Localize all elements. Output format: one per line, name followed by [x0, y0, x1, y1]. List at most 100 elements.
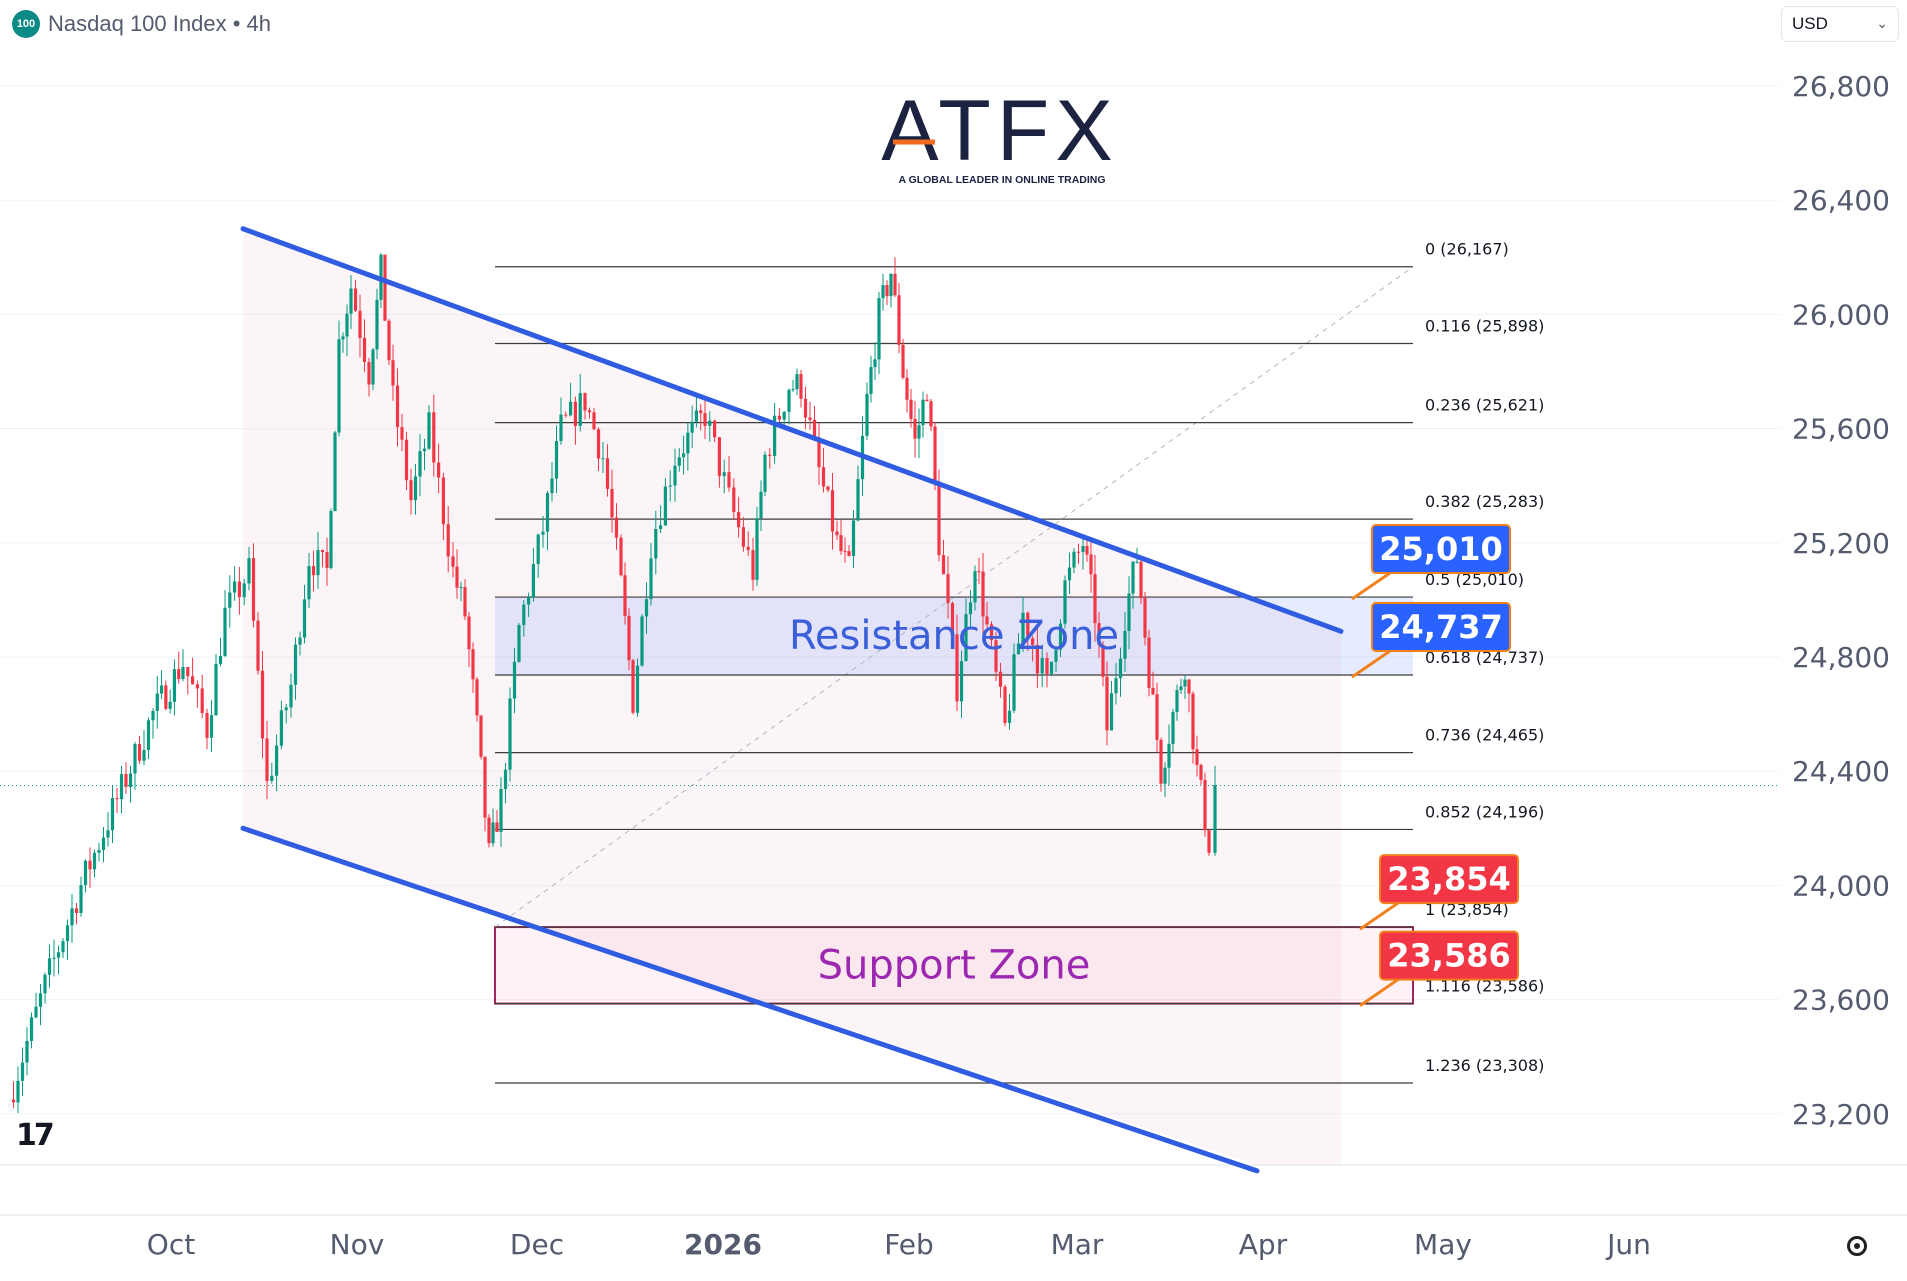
symbol-badge[interactable]: 100 [12, 10, 40, 38]
x-tick-label: Apr [1239, 1228, 1288, 1261]
candle-body [475, 679, 479, 716]
candle-body [164, 685, 168, 709]
candle-body [578, 393, 582, 426]
candle-body [583, 393, 587, 411]
candle-body [901, 344, 905, 378]
candle-body [1054, 649, 1058, 662]
x-tick-label: May [1414, 1228, 1472, 1261]
candle-body [877, 298, 881, 360]
candle-body [826, 486, 830, 491]
candle-body [937, 484, 941, 556]
candle-body [1026, 612, 1030, 639]
candle-body [795, 374, 799, 390]
candle-body [998, 671, 1003, 687]
currency-value: USD [1792, 14, 1828, 33]
candle-body [228, 592, 232, 608]
price-axis: 26,800 26,400 26,000 25,600 25,200 24,800 24,4… [1792, 70, 1890, 1131]
tradingview-logo[interactable]: 17 [16, 1118, 55, 1153]
atfx-logo: ATFX A GLOBAL LEADER IN ONLINE TRADING [881, 83, 1118, 186]
candle-body [79, 885, 83, 914]
x-tick-label: 2026 [684, 1228, 762, 1261]
candle-body [128, 773, 133, 787]
candle-body [654, 529, 658, 559]
x-tick-label: Feb [884, 1228, 934, 1261]
candle-body [437, 462, 441, 478]
candle-body [341, 336, 345, 340]
candle-body [34, 1006, 38, 1018]
x-tick-label: Nov [330, 1228, 385, 1261]
candle-body [479, 715, 483, 757]
candle-body [151, 710, 155, 721]
candle-body [106, 830, 110, 838]
candle-body [843, 551, 847, 553]
candle-body [1063, 580, 1067, 624]
candle-body [694, 410, 699, 422]
candle-body [1195, 749, 1199, 765]
candle-body [56, 952, 61, 958]
candle-body [941, 555, 946, 575]
candle-body [133, 743, 137, 774]
candle-body [1139, 561, 1143, 599]
candle-body [367, 361, 371, 385]
candle-body [307, 566, 311, 600]
settings-icon[interactable] [1847, 1236, 1867, 1256]
candle-body [233, 581, 237, 593]
price-label-pointer [1359, 978, 1399, 1007]
candle-body [337, 339, 341, 433]
candle-body [400, 427, 404, 440]
candle-body [1089, 554, 1093, 575]
candle-body [803, 398, 808, 418]
candle-body [65, 925, 70, 942]
candle-body [115, 798, 119, 800]
candle-body [732, 487, 736, 513]
atfx-logo-text: ATFX [881, 83, 1118, 179]
candle-body [649, 558, 653, 600]
candle-body [835, 531, 839, 536]
candle-body [43, 974, 47, 994]
candle-body [517, 625, 521, 662]
candle-body [1213, 785, 1217, 853]
candle-body [1016, 643, 1021, 655]
candle-body [451, 556, 455, 567]
candle-body [869, 367, 873, 394]
price-label-box [1379, 930, 1519, 981]
candle-body [531, 564, 535, 598]
y-tick-label: 23,200 [1792, 1098, 1890, 1131]
candle-body [950, 603, 955, 635]
candle-body [70, 908, 74, 926]
candle-body [777, 415, 781, 420]
candle-body [142, 749, 146, 761]
candle-body [673, 465, 677, 486]
channel-fill-area [243, 228, 1341, 1165]
candle-body [1067, 567, 1072, 581]
candle-body [383, 254, 387, 321]
fib-level-label: 0.5 (25,010) [1425, 570, 1524, 589]
candle-body [1035, 644, 1039, 674]
candle-body [349, 288, 353, 314]
candle-body [427, 412, 431, 449]
candle-body [503, 769, 508, 790]
candle-body [508, 698, 512, 770]
candle-body [977, 571, 981, 573]
candle-body [1007, 710, 1012, 723]
candle-body [289, 684, 293, 708]
candle-body [172, 669, 177, 702]
price-label-box [1371, 524, 1511, 575]
chevron-down-icon: ⌄ [1876, 15, 1888, 31]
candle-body [329, 511, 333, 568]
price-label-text: 23,854 [1387, 860, 1510, 898]
candle-body [1171, 712, 1175, 744]
candle-body [686, 432, 690, 454]
candle-body [605, 458, 610, 489]
candle-body [395, 385, 400, 428]
candle-body [52, 957, 56, 959]
candle-body [124, 773, 128, 787]
candle-body [1101, 644, 1105, 677]
fib-level-label: 1.236 (23,308) [1425, 1056, 1544, 1075]
candle-body [545, 493, 550, 532]
currency-select[interactable]: USD ⌄ [1781, 6, 1899, 42]
candle-body [925, 399, 929, 402]
candle-body [614, 517, 619, 538]
symbol-title[interactable]: Nasdaq 100 Index • 4h [48, 11, 271, 36]
